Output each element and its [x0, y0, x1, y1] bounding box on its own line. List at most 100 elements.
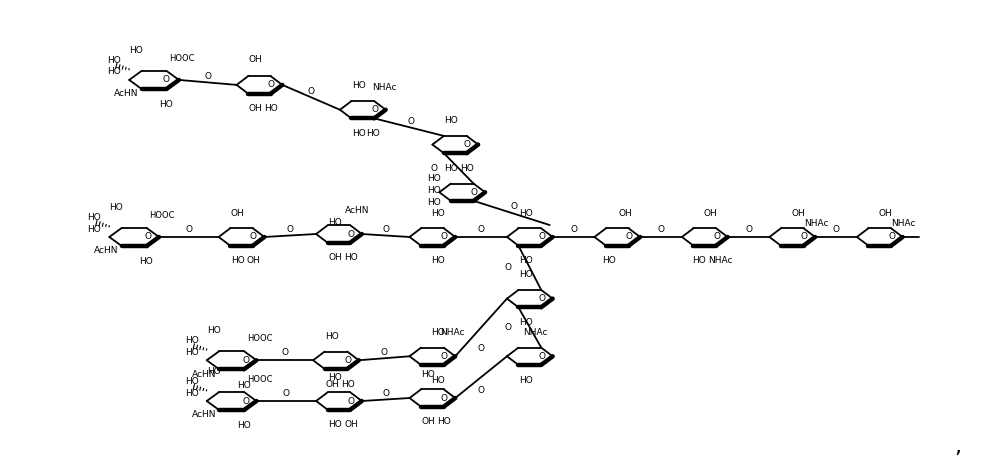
- Text: HO: HO: [231, 257, 245, 265]
- Text: O: O: [286, 225, 293, 234]
- Text: O: O: [505, 323, 512, 332]
- Text: O: O: [242, 356, 250, 365]
- Text: HOOC: HOOC: [150, 211, 175, 219]
- Text: HO: HO: [108, 55, 121, 65]
- Text: HO: HO: [519, 209, 533, 218]
- Text: HO: HO: [352, 129, 365, 138]
- Text: OH: OH: [619, 209, 632, 218]
- Text: HO: HO: [460, 164, 474, 173]
- Text: HO: HO: [328, 420, 342, 429]
- Text: O: O: [441, 233, 448, 242]
- Text: O: O: [570, 225, 577, 234]
- Text: O: O: [441, 393, 448, 402]
- Text: OH: OH: [704, 209, 718, 218]
- Text: NHAc: NHAc: [372, 83, 397, 92]
- Text: NHAc: NHAc: [709, 257, 733, 265]
- Text: O: O: [205, 72, 212, 81]
- Text: O: O: [714, 233, 721, 242]
- Text: HO: HO: [692, 257, 706, 265]
- Text: HO: HO: [366, 129, 379, 138]
- Text: O: O: [282, 388, 289, 398]
- Text: OH: OH: [421, 417, 435, 426]
- Text: OH: OH: [247, 257, 260, 265]
- Text: O: O: [307, 87, 314, 96]
- Text: AcHN: AcHN: [192, 410, 216, 419]
- Text: OH: OH: [231, 209, 245, 218]
- Text: O: O: [145, 233, 152, 242]
- Text: AcHN: AcHN: [94, 246, 119, 256]
- Text: O: O: [538, 352, 545, 361]
- Text: HO: HO: [519, 376, 533, 385]
- Text: HO: HO: [110, 203, 123, 212]
- Text: OH: OH: [879, 209, 892, 218]
- Text: HO: HO: [237, 421, 250, 431]
- Text: O: O: [478, 225, 485, 234]
- Text: HO: HO: [140, 257, 153, 266]
- Text: O: O: [163, 76, 170, 84]
- Text: NHAc: NHAc: [891, 219, 916, 227]
- Text: OH: OH: [791, 209, 805, 218]
- Text: HO: HO: [108, 68, 121, 76]
- Text: HO: HO: [88, 212, 101, 222]
- Text: OH: OH: [325, 379, 339, 389]
- Text: O: O: [347, 229, 354, 239]
- Text: OH: OH: [249, 104, 262, 113]
- Text: O: O: [344, 356, 351, 365]
- Text: OH: OH: [249, 54, 262, 63]
- Text: O: O: [267, 80, 274, 90]
- Text: HO: HO: [431, 209, 445, 218]
- Text: O: O: [538, 294, 545, 303]
- Text: O: O: [441, 352, 448, 361]
- Text: O: O: [658, 225, 665, 234]
- Text: O: O: [510, 203, 517, 212]
- Text: HO: HO: [264, 104, 278, 113]
- Text: HO: HO: [185, 348, 199, 357]
- Text: HO: HO: [427, 174, 441, 183]
- Text: HO: HO: [519, 270, 533, 279]
- Text: O: O: [538, 233, 545, 242]
- Text: O: O: [382, 225, 389, 234]
- Text: O: O: [371, 105, 378, 114]
- Text: HOOC: HOOC: [169, 53, 195, 62]
- Text: HO: HO: [88, 225, 101, 234]
- Text: HO: HO: [352, 82, 365, 91]
- Text: HO: HO: [130, 45, 143, 54]
- Text: HO: HO: [341, 379, 354, 389]
- Text: O: O: [478, 386, 485, 394]
- Text: HO: HO: [437, 417, 451, 426]
- Text: NHAc: NHAc: [803, 219, 828, 227]
- Text: HO: HO: [421, 370, 435, 378]
- Text: HO: HO: [237, 381, 250, 390]
- Text: HO: HO: [603, 257, 616, 265]
- Text: HO: HO: [207, 367, 221, 376]
- Text: O: O: [832, 225, 839, 234]
- Text: O: O: [250, 233, 256, 242]
- Text: HOOC: HOOC: [247, 375, 272, 384]
- Text: HO: HO: [185, 377, 199, 386]
- Text: HOOC: HOOC: [247, 334, 272, 343]
- Text: HO: HO: [431, 328, 445, 337]
- Text: HO: HO: [519, 318, 533, 327]
- Text: O: O: [430, 164, 437, 173]
- Text: O: O: [242, 396, 250, 406]
- Text: O: O: [471, 188, 478, 197]
- Text: HO: HO: [427, 198, 441, 207]
- Text: HO: HO: [431, 257, 445, 265]
- Text: O: O: [800, 233, 807, 242]
- Text: O: O: [407, 117, 414, 126]
- Text: HO: HO: [344, 253, 357, 262]
- Text: O: O: [382, 388, 389, 398]
- Text: AcHN: AcHN: [192, 370, 216, 378]
- Text: O: O: [464, 140, 471, 149]
- Text: AcHN: AcHN: [344, 205, 369, 215]
- Text: O: O: [380, 348, 387, 357]
- Text: HO: HO: [519, 257, 533, 265]
- Text: HO: HO: [328, 218, 342, 227]
- Text: HO: HO: [185, 336, 199, 345]
- Text: O: O: [347, 396, 354, 406]
- Text: AcHN: AcHN: [114, 89, 139, 98]
- Text: NHAc: NHAc: [440, 328, 464, 337]
- Text: O: O: [281, 348, 288, 357]
- Text: HO: HO: [444, 164, 458, 173]
- Text: HO: HO: [427, 186, 441, 195]
